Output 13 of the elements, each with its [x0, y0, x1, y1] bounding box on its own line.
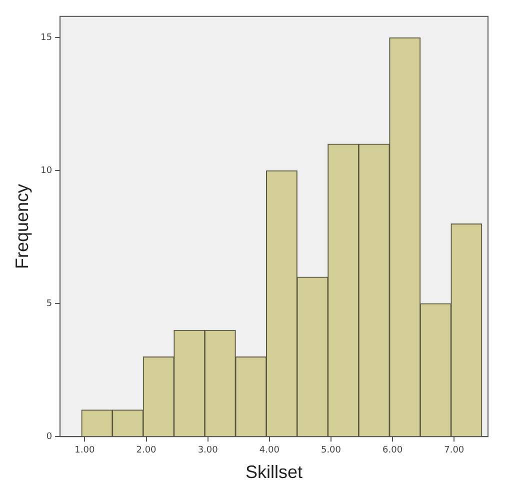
x-tick-label: 1.00: [74, 445, 95, 456]
x-axis-title: Skillset: [246, 462, 303, 482]
x-tick-label: 6.00: [382, 445, 403, 456]
x-tick-label: 7.00: [444, 445, 464, 456]
x-tick-label: 5.00: [320, 445, 342, 456]
y-axis-title: Frequency: [12, 184, 32, 270]
x-tick-label: 2.00: [136, 445, 157, 456]
y-tick-label: 5: [46, 298, 52, 309]
x-tick-label: 4.00: [259, 445, 280, 456]
y-tick-label: 15: [40, 33, 52, 44]
x-tick-label: 3.00: [198, 445, 218, 456]
y-tick-label: 10: [40, 166, 52, 176]
y-tick-label: 0: [46, 432, 52, 442]
